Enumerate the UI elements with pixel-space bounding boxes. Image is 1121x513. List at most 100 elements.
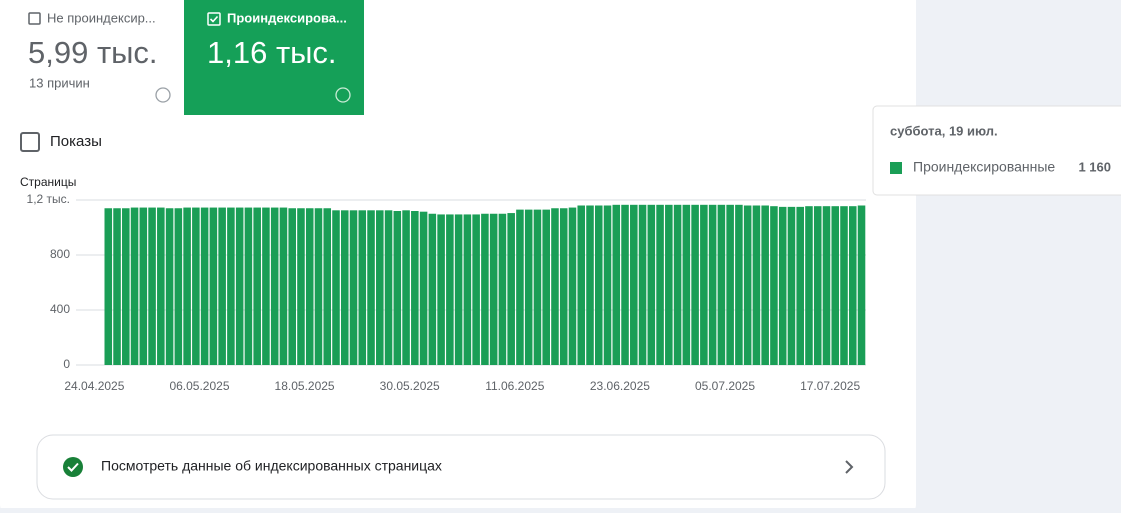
check-mark (67, 462, 79, 472)
bar (305, 208, 314, 365)
bar (463, 214, 472, 365)
x-tick-label: 11.06.2025 (485, 379, 544, 393)
bar (297, 208, 305, 365)
bar (524, 209, 533, 365)
bar (778, 206, 787, 365)
bar (656, 204, 664, 365)
bar (157, 207, 165, 365)
bar (148, 207, 156, 365)
help-icon[interactable] (155, 87, 171, 103)
bar (726, 204, 734, 365)
bar (691, 204, 699, 365)
tooltip-swatch (890, 162, 902, 174)
bar (516, 209, 524, 365)
bar (358, 210, 367, 365)
link-text[interactable]: Посмотреть данные об индексированных стр… (101, 458, 442, 474)
bar (174, 208, 183, 365)
bar (446, 214, 454, 365)
bar (270, 207, 279, 365)
card-indexed[interactable]: Проиндексирова... 1,16 тыс. (184, 0, 364, 115)
bar (831, 206, 840, 365)
card-value: 1,16 тыс. (207, 35, 337, 70)
bar (183, 207, 191, 365)
bar (113, 208, 121, 365)
checkmark (209, 15, 219, 23)
bar (235, 207, 244, 365)
bar (743, 205, 752, 365)
bar (787, 206, 796, 365)
bar (122, 208, 130, 365)
card-value: 5,99 тыс. (28, 35, 158, 70)
bar (682, 204, 691, 365)
bar (717, 204, 726, 365)
tooltip-box (872, 105, 1121, 196)
impressions-checkbox[interactable] (20, 132, 40, 152)
bar (437, 214, 445, 365)
bar (621, 204, 629, 365)
bar (139, 207, 148, 365)
bar (489, 213, 498, 365)
link-box (36, 434, 886, 500)
bar (594, 205, 603, 365)
bar (454, 214, 463, 365)
tooltip-series: Проиндексированные (913, 159, 1055, 175)
checkbox[interactable] (207, 12, 221, 26)
bar (340, 210, 349, 365)
y-tick-label: 1,2 тыс. (27, 192, 70, 206)
bar (559, 208, 568, 365)
bar (586, 205, 594, 365)
x-tick-label: 06.05.2025 (169, 379, 229, 393)
bar (638, 204, 647, 365)
y-tick-label: 400 (50, 302, 70, 316)
bar (577, 205, 586, 365)
bar (376, 210, 384, 365)
bar (647, 204, 656, 365)
chart: 0 400 800 1,2 тыс. 24.04.2025 06.05.2025 18.05… (27, 192, 866, 393)
x-tick-label: 24.04.2025 (64, 379, 124, 393)
bar (796, 206, 804, 365)
bar (673, 204, 682, 365)
bar (542, 209, 550, 365)
tooltip: суббота, 19 июл. Проиндексированные 1 16… (872, 105, 1121, 196)
bar (279, 207, 288, 365)
bar (367, 210, 375, 365)
bar (332, 210, 340, 365)
checkbox[interactable] (28, 12, 41, 25)
bar (630, 204, 638, 365)
bar (507, 213, 515, 365)
card-bg (5, 0, 183, 115)
bar (393, 211, 402, 365)
card-label: Не проиндексир... (47, 10, 156, 25)
bar (822, 206, 831, 365)
bar (603, 205, 612, 365)
details-link[interactable]: Посмотреть данные об индексированных стр… (36, 434, 886, 500)
bar (848, 206, 857, 365)
bar (568, 207, 577, 365)
help-icon[interactable] (335, 87, 351, 103)
bar (200, 207, 209, 365)
card-label: Проиндексирова... (227, 10, 347, 25)
check-icon (63, 457, 83, 477)
x-tick-label: 18.05.2025 (275, 379, 335, 393)
bar (192, 207, 200, 365)
bar (735, 204, 743, 365)
bar (551, 208, 559, 365)
bar (419, 211, 428, 365)
impressions-label[interactable]: Показы (50, 133, 102, 150)
bar (323, 208, 332, 365)
bar (472, 214, 480, 365)
x-tick-label: 05.07.2025 (695, 379, 755, 393)
y-axis-label: Страницы (20, 175, 76, 189)
bar (314, 208, 323, 365)
card-not-indexed[interactable]: Не проиндексир... 5,99 тыс. 13 причин (5, 0, 183, 115)
bar (411, 211, 419, 365)
bar (209, 207, 218, 365)
bar (770, 206, 778, 365)
bar (481, 213, 489, 365)
bar (262, 207, 270, 365)
y-tick-label: 0 (63, 357, 70, 371)
bar (857, 205, 866, 365)
bar (384, 210, 393, 365)
